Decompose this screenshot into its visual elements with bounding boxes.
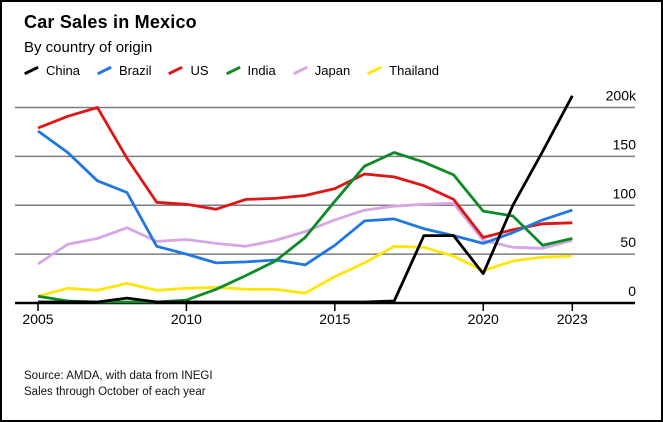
legend: China Brazil US India Japan Thailand: [24, 63, 439, 78]
legend-item-india: India: [225, 63, 276, 78]
legend-label: Japan: [314, 63, 351, 78]
legend-label: China: [46, 63, 80, 78]
x-tick-label: 2015: [319, 311, 350, 327]
series-lines: [37, 95, 574, 304]
legend-item-brazil: Brazil: [96, 63, 152, 78]
legend-item-china: China: [24, 63, 80, 78]
series-line-china: [38, 95, 574, 304]
chart-subtitle: By country of origin: [24, 39, 153, 56]
y-tick-label: 100: [613, 185, 637, 201]
series-line-us: [37, 106, 573, 239]
chart-title: Car Sales in Mexico: [24, 12, 197, 32]
series-line-india: [37, 151, 573, 304]
period-note: Sales through October of each year: [24, 386, 206, 398]
y-tick-label: 50: [620, 234, 636, 250]
legend-label: India: [247, 63, 276, 78]
legend-label: Thailand: [389, 63, 440, 78]
x-axis-ticks: 2005 2010 2015 2020 2023: [22, 304, 588, 327]
legend-item-us: US: [168, 63, 209, 78]
y-tick-label: 200k: [606, 88, 637, 104]
y-axis-labels: 0 50 100 150 200k: [606, 88, 637, 300]
source-note: Source: AMDA, with data from INEGI: [24, 370, 213, 382]
x-tick-label: 2020: [468, 311, 499, 327]
footer: Source: AMDA, with data from INEGI Sales…: [24, 368, 213, 400]
y-tick-label: 150: [613, 136, 637, 152]
legend-item-japan: Japan: [292, 63, 351, 78]
x-tick-label: 2010: [171, 311, 202, 327]
gridlines: [15, 106, 635, 305]
legend-item-thailand: Thailand: [367, 63, 439, 78]
legend-label: US: [190, 63, 209, 78]
legend-label: Brazil: [118, 63, 152, 78]
y-tick-label: 0: [628, 283, 636, 299]
series-line-brazil: [37, 129, 573, 267]
series-line-japan: [37, 201, 573, 266]
x-tick-label: 2023: [557, 311, 588, 327]
x-tick-label: 2005: [22, 311, 53, 327]
